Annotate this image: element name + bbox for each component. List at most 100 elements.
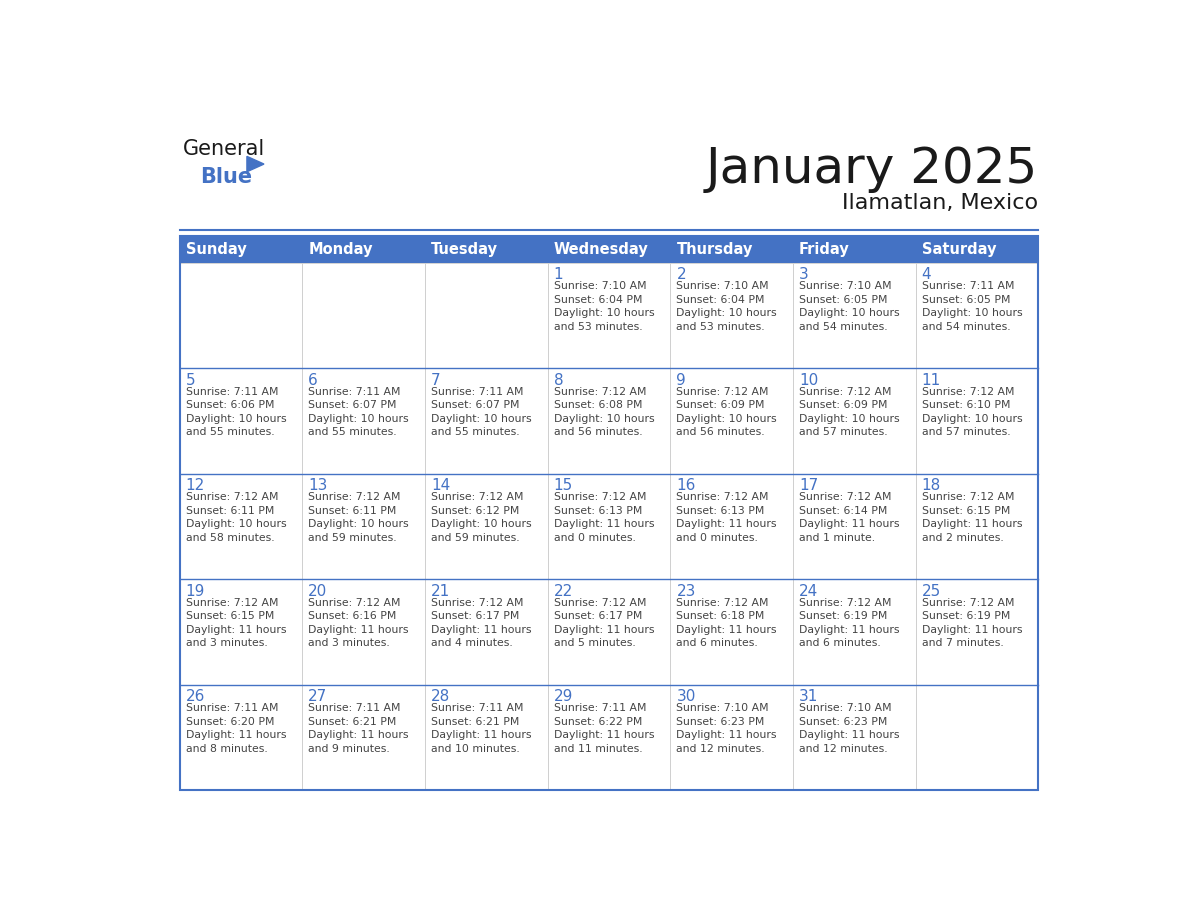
Text: Sunrise: 7:11 AM
Sunset: 6:06 PM
Daylight: 10 hours
and 55 minutes.: Sunrise: 7:11 AM Sunset: 6:06 PM Dayligh… <box>185 386 286 437</box>
Text: 15: 15 <box>554 478 573 493</box>
Bar <box>179 579 302 685</box>
Bar <box>670 579 792 685</box>
Text: 16: 16 <box>676 478 696 493</box>
Bar <box>302 579 425 685</box>
Bar <box>425 474 548 579</box>
Text: 1: 1 <box>554 267 563 282</box>
Text: Wednesday: Wednesday <box>554 241 649 257</box>
Text: Sunrise: 7:12 AM
Sunset: 6:15 PM
Daylight: 11 hours
and 3 minutes.: Sunrise: 7:12 AM Sunset: 6:15 PM Dayligh… <box>185 598 286 648</box>
Text: 25: 25 <box>922 584 941 599</box>
Bar <box>792 685 916 790</box>
Text: Thursday: Thursday <box>676 241 753 257</box>
Bar <box>792 263 916 368</box>
Text: 20: 20 <box>309 584 328 599</box>
Bar <box>548 263 670 368</box>
Text: 30: 30 <box>676 689 696 704</box>
Text: 22: 22 <box>554 584 573 599</box>
Bar <box>670 236 792 263</box>
Bar <box>548 579 670 685</box>
Text: 7: 7 <box>431 373 441 387</box>
Text: 3: 3 <box>800 267 809 282</box>
Text: 2: 2 <box>676 267 685 282</box>
Text: Blue: Blue <box>201 167 253 187</box>
Text: Sunrise: 7:12 AM
Sunset: 6:19 PM
Daylight: 11 hours
and 7 minutes.: Sunrise: 7:12 AM Sunset: 6:19 PM Dayligh… <box>922 598 1022 648</box>
Bar <box>425 368 548 474</box>
Bar <box>302 236 425 263</box>
Text: Sunday: Sunday <box>185 241 246 257</box>
Bar <box>179 236 1038 790</box>
Bar <box>916 263 1038 368</box>
Text: Friday: Friday <box>800 241 849 257</box>
Bar <box>548 368 670 474</box>
Text: Sunrise: 7:12 AM
Sunset: 6:11 PM
Daylight: 10 hours
and 58 minutes.: Sunrise: 7:12 AM Sunset: 6:11 PM Dayligh… <box>185 492 286 543</box>
Bar <box>548 685 670 790</box>
Text: 8: 8 <box>554 373 563 387</box>
Bar <box>916 579 1038 685</box>
Bar <box>916 236 1038 263</box>
Text: 10: 10 <box>800 373 819 387</box>
Text: 24: 24 <box>800 584 819 599</box>
Text: Monday: Monday <box>309 241 373 257</box>
Bar <box>302 368 425 474</box>
Text: Sunrise: 7:12 AM
Sunset: 6:15 PM
Daylight: 11 hours
and 2 minutes.: Sunrise: 7:12 AM Sunset: 6:15 PM Dayligh… <box>922 492 1022 543</box>
Bar <box>425 236 548 263</box>
Text: Sunrise: 7:12 AM
Sunset: 6:16 PM
Daylight: 11 hours
and 3 minutes.: Sunrise: 7:12 AM Sunset: 6:16 PM Dayligh… <box>309 598 409 648</box>
Text: 21: 21 <box>431 584 450 599</box>
Bar <box>916 685 1038 790</box>
Text: 18: 18 <box>922 478 941 493</box>
Text: 12: 12 <box>185 478 206 493</box>
Bar <box>670 685 792 790</box>
Text: 26: 26 <box>185 689 206 704</box>
Text: Sunrise: 7:10 AM
Sunset: 6:23 PM
Daylight: 11 hours
and 12 minutes.: Sunrise: 7:10 AM Sunset: 6:23 PM Dayligh… <box>676 703 777 754</box>
Text: 5: 5 <box>185 373 195 387</box>
Text: Sunrise: 7:12 AM
Sunset: 6:10 PM
Daylight: 10 hours
and 57 minutes.: Sunrise: 7:12 AM Sunset: 6:10 PM Dayligh… <box>922 386 1023 437</box>
Text: Sunrise: 7:12 AM
Sunset: 6:11 PM
Daylight: 10 hours
and 59 minutes.: Sunrise: 7:12 AM Sunset: 6:11 PM Dayligh… <box>309 492 409 543</box>
Bar <box>425 579 548 685</box>
Text: 11: 11 <box>922 373 941 387</box>
Bar <box>179 474 302 579</box>
Text: 14: 14 <box>431 478 450 493</box>
Text: Sunrise: 7:11 AM
Sunset: 6:05 PM
Daylight: 10 hours
and 54 minutes.: Sunrise: 7:11 AM Sunset: 6:05 PM Dayligh… <box>922 281 1023 332</box>
Text: 13: 13 <box>309 478 328 493</box>
Text: January 2025: January 2025 <box>706 145 1038 193</box>
Text: Sunrise: 7:11 AM
Sunset: 6:21 PM
Daylight: 11 hours
and 9 minutes.: Sunrise: 7:11 AM Sunset: 6:21 PM Dayligh… <box>309 703 409 754</box>
Text: Sunrise: 7:10 AM
Sunset: 6:05 PM
Daylight: 10 hours
and 54 minutes.: Sunrise: 7:10 AM Sunset: 6:05 PM Dayligh… <box>800 281 899 332</box>
Text: Ilamatlan, Mexico: Ilamatlan, Mexico <box>842 194 1038 213</box>
Bar <box>670 263 792 368</box>
Text: 23: 23 <box>676 584 696 599</box>
Text: Sunrise: 7:10 AM
Sunset: 6:04 PM
Daylight: 10 hours
and 53 minutes.: Sunrise: 7:10 AM Sunset: 6:04 PM Dayligh… <box>554 281 655 332</box>
Bar <box>548 236 670 263</box>
Bar <box>916 474 1038 579</box>
Bar <box>179 685 302 790</box>
Text: Sunrise: 7:11 AM
Sunset: 6:07 PM
Daylight: 10 hours
and 55 minutes.: Sunrise: 7:11 AM Sunset: 6:07 PM Dayligh… <box>431 386 532 437</box>
Text: 19: 19 <box>185 584 206 599</box>
Text: Sunrise: 7:10 AM
Sunset: 6:23 PM
Daylight: 11 hours
and 12 minutes.: Sunrise: 7:10 AM Sunset: 6:23 PM Dayligh… <box>800 703 899 754</box>
Text: Sunrise: 7:12 AM
Sunset: 6:09 PM
Daylight: 10 hours
and 57 minutes.: Sunrise: 7:12 AM Sunset: 6:09 PM Dayligh… <box>800 386 899 437</box>
Text: Sunrise: 7:11 AM
Sunset: 6:20 PM
Daylight: 11 hours
and 8 minutes.: Sunrise: 7:11 AM Sunset: 6:20 PM Dayligh… <box>185 703 286 754</box>
Bar <box>179 236 302 263</box>
Text: 28: 28 <box>431 689 450 704</box>
Bar <box>179 368 302 474</box>
Text: Sunrise: 7:12 AM
Sunset: 6:09 PM
Daylight: 10 hours
and 56 minutes.: Sunrise: 7:12 AM Sunset: 6:09 PM Dayligh… <box>676 386 777 437</box>
Text: Sunrise: 7:11 AM
Sunset: 6:21 PM
Daylight: 11 hours
and 10 minutes.: Sunrise: 7:11 AM Sunset: 6:21 PM Dayligh… <box>431 703 531 754</box>
Text: Sunrise: 7:12 AM
Sunset: 6:17 PM
Daylight: 11 hours
and 5 minutes.: Sunrise: 7:12 AM Sunset: 6:17 PM Dayligh… <box>554 598 655 648</box>
Text: 31: 31 <box>800 689 819 704</box>
Bar <box>792 579 916 685</box>
Text: Sunrise: 7:12 AM
Sunset: 6:13 PM
Daylight: 11 hours
and 0 minutes.: Sunrise: 7:12 AM Sunset: 6:13 PM Dayligh… <box>554 492 655 543</box>
Text: Sunrise: 7:12 AM
Sunset: 6:14 PM
Daylight: 11 hours
and 1 minute.: Sunrise: 7:12 AM Sunset: 6:14 PM Dayligh… <box>800 492 899 543</box>
Text: General: General <box>183 139 266 159</box>
Bar <box>792 236 916 263</box>
Bar <box>670 368 792 474</box>
Text: Saturday: Saturday <box>922 241 997 257</box>
Text: 9: 9 <box>676 373 687 387</box>
Polygon shape <box>247 156 264 172</box>
Text: Sunrise: 7:12 AM
Sunset: 6:08 PM
Daylight: 10 hours
and 56 minutes.: Sunrise: 7:12 AM Sunset: 6:08 PM Dayligh… <box>554 386 655 437</box>
Text: 27: 27 <box>309 689 328 704</box>
Text: Sunrise: 7:12 AM
Sunset: 6:13 PM
Daylight: 11 hours
and 0 minutes.: Sunrise: 7:12 AM Sunset: 6:13 PM Dayligh… <box>676 492 777 543</box>
Bar <box>792 368 916 474</box>
Text: Sunrise: 7:12 AM
Sunset: 6:18 PM
Daylight: 11 hours
and 6 minutes.: Sunrise: 7:12 AM Sunset: 6:18 PM Dayligh… <box>676 598 777 648</box>
Bar <box>302 263 425 368</box>
Bar <box>302 474 425 579</box>
Text: Sunrise: 7:12 AM
Sunset: 6:17 PM
Daylight: 11 hours
and 4 minutes.: Sunrise: 7:12 AM Sunset: 6:17 PM Dayligh… <box>431 598 531 648</box>
Text: 17: 17 <box>800 478 819 493</box>
